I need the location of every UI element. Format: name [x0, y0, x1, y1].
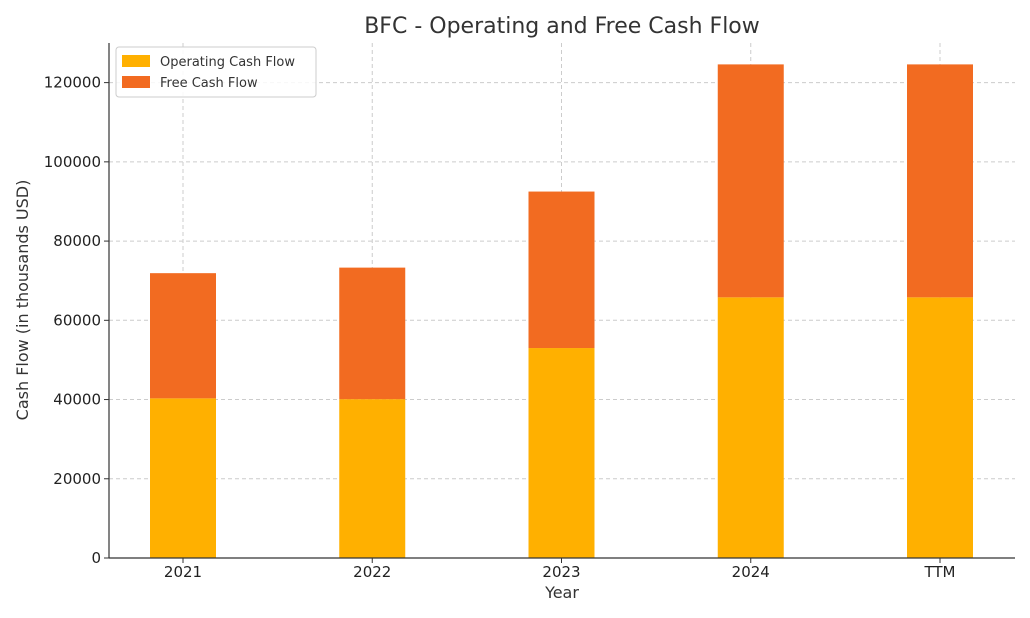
operating-cash-flow-bar: [150, 398, 216, 558]
y-tick-label: 120000: [44, 74, 101, 92]
y-tick-label: 60000: [53, 311, 101, 329]
x-tick-label: 2022: [353, 563, 391, 581]
operating-cash-flow-bar: [907, 297, 973, 558]
bars: [150, 64, 973, 558]
x-tick-label: 2024: [732, 563, 770, 581]
x-tick-label: 2023: [542, 563, 580, 581]
operating-cash-flow-bar: [339, 399, 406, 558]
legend-box: [115, 46, 317, 98]
operating-cash-flow-bar: [528, 348, 595, 558]
x-axis-label: Year: [544, 583, 579, 602]
legend: Operating Cash Flow Free Cash Flow: [115, 46, 317, 98]
legend-label-operating-cash-flow: Operating Cash Flow: [160, 55, 295, 70]
y-tick-label: 0: [91, 549, 101, 567]
y-tick-label: 100000: [44, 153, 101, 171]
chart-title: BFC - Operating and Free Cash Flow: [364, 14, 760, 39]
axes: 0 20000 40000 60000 80000 100000 120000 2021 202…: [44, 43, 1015, 581]
y-tick-label: 40000: [53, 391, 101, 409]
y-tick-label: 80000: [53, 232, 101, 250]
free-cash-flow-bar: [150, 273, 216, 399]
operating-cash-flow-bar: [717, 297, 784, 558]
x-tick-label: 2021: [164, 563, 202, 581]
legend-label-free-cash-flow: Free Cash Flow: [160, 76, 258, 91]
y-tick-label: 20000: [53, 470, 101, 488]
free-cash-flow-bar: [907, 64, 973, 298]
y-axis-label: Cash Flow (in thousands USD): [13, 180, 32, 421]
free-cash-flow-bar: [528, 191, 595, 349]
legend-swatch-operating-cash-flow: [122, 55, 150, 67]
legend-swatch-free-cash-flow: [122, 76, 150, 88]
free-cash-flow-bar: [717, 64, 784, 298]
x-tick-label: TTM: [923, 563, 955, 581]
free-cash-flow-bar: [339, 267, 406, 400]
